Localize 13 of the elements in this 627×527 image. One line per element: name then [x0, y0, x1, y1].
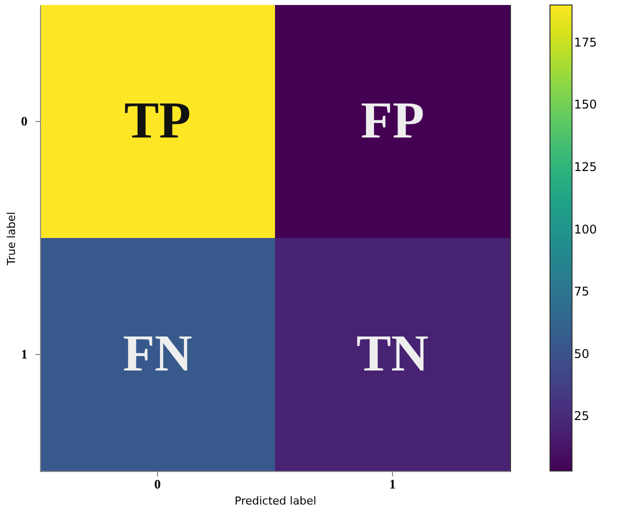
color-bar-label: 175 — [574, 35, 597, 50]
color-bar-label: 75 — [574, 284, 590, 299]
color-bar-label: 150 — [574, 98, 597, 112]
data-label: FN — [122, 326, 192, 382]
x-axis-title: Predicted label — [234, 494, 316, 508]
color-bar-label: 100 — [574, 222, 597, 236]
data-label: TN — [356, 326, 429, 382]
data-label: FP — [360, 92, 424, 150]
data-label: TP — [124, 92, 191, 150]
color-bar-label: 50 — [574, 346, 590, 361]
y-axis-title: True label — [5, 212, 18, 266]
color-bar-label: 125 — [574, 160, 597, 174]
color-bar-label: 25 — [574, 409, 590, 424]
